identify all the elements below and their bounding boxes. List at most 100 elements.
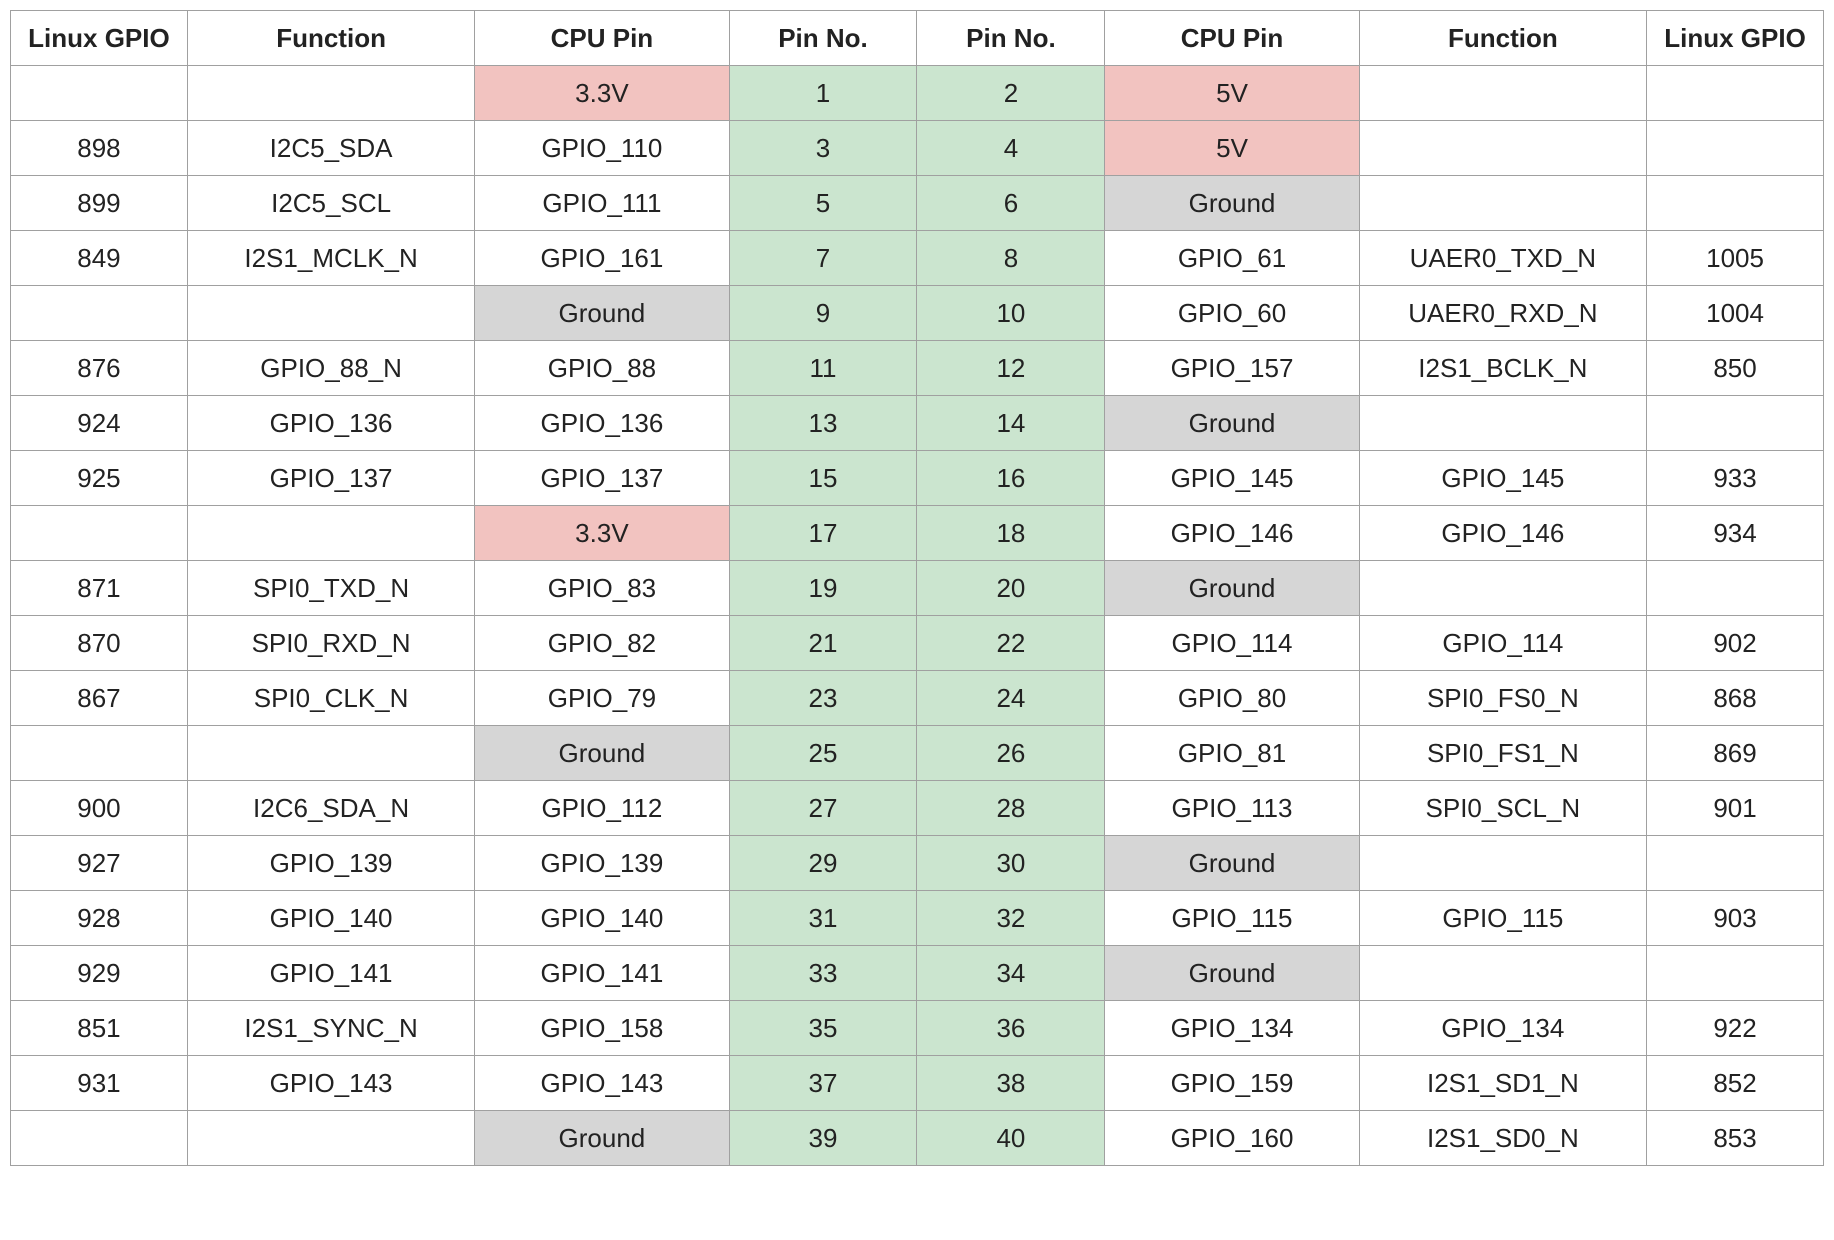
table-cell: 924 <box>11 396 188 451</box>
col-header: Function <box>187 11 474 66</box>
table-row: 851I2S1_SYNC_NGPIO_1583536GPIO_134GPIO_1… <box>11 1001 1824 1056</box>
table-cell: 40 <box>917 1111 1105 1166</box>
table-cell: GPIO_143 <box>187 1056 474 1111</box>
table-cell: 6 <box>917 176 1105 231</box>
table-cell <box>1647 66 1824 121</box>
table-cell: Ground <box>1105 176 1359 231</box>
table-row: 928GPIO_140GPIO_1403132GPIO_115GPIO_1159… <box>11 891 1824 946</box>
table-cell: SPI0_FS0_N <box>1359 671 1646 726</box>
table-cell: 30 <box>917 836 1105 891</box>
table-cell: SPI0_TXD_N <box>187 561 474 616</box>
table-cell: 12 <box>917 341 1105 396</box>
table-cell: 3.3V <box>475 506 729 561</box>
table-cell: 4 <box>917 121 1105 176</box>
table-row: 871SPI0_TXD_NGPIO_831920Ground <box>11 561 1824 616</box>
table-cell: SPI0_RXD_N <box>187 616 474 671</box>
table-cell: SPI0_FS1_N <box>1359 726 1646 781</box>
table-cell: 870 <box>11 616 188 671</box>
table-cell: 35 <box>729 1001 917 1056</box>
table-cell: 928 <box>11 891 188 946</box>
table-cell: 1004 <box>1647 286 1824 341</box>
col-header: Linux GPIO <box>1647 11 1824 66</box>
table-cell: I2C5_SDA <box>187 121 474 176</box>
table-cell: GPIO_139 <box>475 836 729 891</box>
table-cell: 36 <box>917 1001 1105 1056</box>
table-cell <box>187 726 474 781</box>
table-row: Ground2526GPIO_81SPI0_FS1_N869 <box>11 726 1824 781</box>
table-cell: Ground <box>475 1111 729 1166</box>
table-cell: 902 <box>1647 616 1824 671</box>
table-cell: 1005 <box>1647 231 1824 286</box>
table-cell: GPIO_139 <box>187 836 474 891</box>
table-cell: 849 <box>11 231 188 286</box>
table-cell: 18 <box>917 506 1105 561</box>
table-cell <box>1647 561 1824 616</box>
table-cell: Ground <box>1105 946 1359 1001</box>
table-cell: 876 <box>11 341 188 396</box>
table-cell: 27 <box>729 781 917 836</box>
table-cell <box>1359 176 1646 231</box>
table-cell: GPIO_115 <box>1359 891 1646 946</box>
table-cell <box>11 726 188 781</box>
table-cell <box>1359 66 1646 121</box>
table-cell: 5 <box>729 176 917 231</box>
table-cell <box>11 506 188 561</box>
table-cell <box>1359 561 1646 616</box>
table-cell <box>11 286 188 341</box>
table-cell: GPIO_137 <box>187 451 474 506</box>
table-cell: 3.3V <box>475 66 729 121</box>
table-cell: 15 <box>729 451 917 506</box>
table-cell: GPIO_145 <box>1105 451 1359 506</box>
table-cell: 37 <box>729 1056 917 1111</box>
table-row: 925GPIO_137GPIO_1371516GPIO_145GPIO_1459… <box>11 451 1824 506</box>
table-row: 3.3V1718GPIO_146GPIO_146934 <box>11 506 1824 561</box>
table-cell: 8 <box>917 231 1105 286</box>
table-cell: 19 <box>729 561 917 616</box>
table-cell: Ground <box>1105 396 1359 451</box>
table-cell: 28 <box>917 781 1105 836</box>
table-row: 870SPI0_RXD_NGPIO_822122GPIO_114GPIO_114… <box>11 616 1824 671</box>
table-cell: 24 <box>917 671 1105 726</box>
table-cell: 899 <box>11 176 188 231</box>
table-cell <box>1359 396 1646 451</box>
table-cell: 931 <box>11 1056 188 1111</box>
table-row: Ground3940GPIO_160I2S1_SD0_N853 <box>11 1111 1824 1166</box>
table-cell: GPIO_143 <box>475 1056 729 1111</box>
table-cell: GPIO_115 <box>1105 891 1359 946</box>
table-cell: GPIO_160 <box>1105 1111 1359 1166</box>
table-cell: 29 <box>729 836 917 891</box>
table-row: 929GPIO_141GPIO_1413334Ground <box>11 946 1824 1001</box>
table-cell: 1 <box>729 66 917 121</box>
table-cell: GPIO_136 <box>475 396 729 451</box>
table-cell: GPIO_114 <box>1359 616 1646 671</box>
table-cell: 850 <box>1647 341 1824 396</box>
table-cell: Ground <box>475 286 729 341</box>
table-body: 3.3V125V898I2C5_SDAGPIO_110345V899I2C5_S… <box>11 66 1824 1166</box>
table-cell: 14 <box>917 396 1105 451</box>
table-cell: GPIO_88_N <box>187 341 474 396</box>
table-cell: 17 <box>729 506 917 561</box>
table-cell: I2S1_BCLK_N <box>1359 341 1646 396</box>
table-row: 899I2C5_SCLGPIO_11156Ground <box>11 176 1824 231</box>
table-cell: 5V <box>1105 121 1359 176</box>
table-cell: GPIO_137 <box>475 451 729 506</box>
table-cell: 925 <box>11 451 188 506</box>
table-cell: 39 <box>729 1111 917 1166</box>
table-cell: GPIO_114 <box>1105 616 1359 671</box>
table-cell: 853 <box>1647 1111 1824 1166</box>
table-cell: UAER0_TXD_N <box>1359 231 1646 286</box>
table-cell: GPIO_161 <box>475 231 729 286</box>
table-cell: I2C6_SDA_N <box>187 781 474 836</box>
table-cell: GPIO_113 <box>1105 781 1359 836</box>
table-row: 849I2S1_MCLK_NGPIO_16178GPIO_61UAER0_TXD… <box>11 231 1824 286</box>
table-cell: 9 <box>729 286 917 341</box>
table-cell: GPIO_134 <box>1359 1001 1646 1056</box>
table-cell: 900 <box>11 781 188 836</box>
table-cell <box>187 66 474 121</box>
col-header: Function <box>1359 11 1646 66</box>
table-row: 3.3V125V <box>11 66 1824 121</box>
table-cell: 867 <box>11 671 188 726</box>
table-cell: GPIO_111 <box>475 176 729 231</box>
table-cell: 13 <box>729 396 917 451</box>
table-cell: GPIO_134 <box>1105 1001 1359 1056</box>
